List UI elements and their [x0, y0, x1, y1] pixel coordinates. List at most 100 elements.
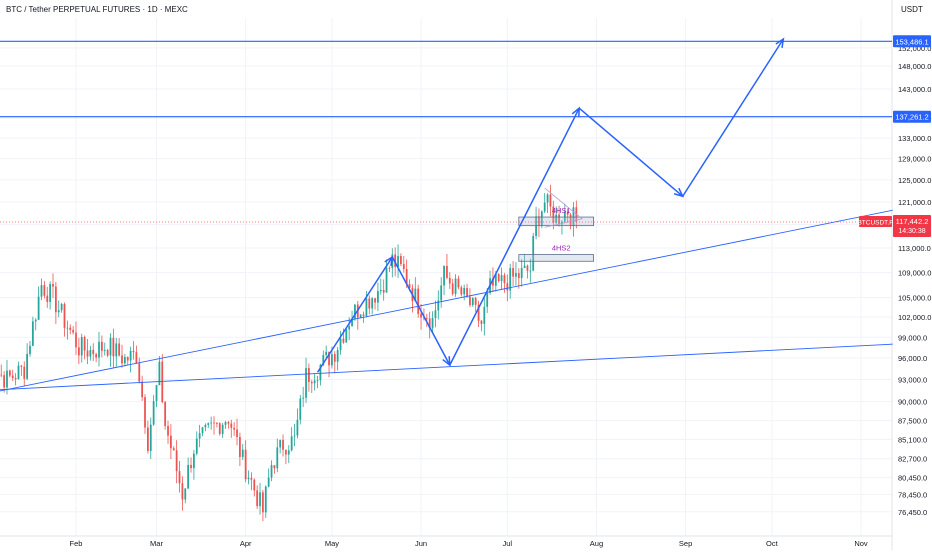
countdown-label: 14:30:38 [898, 228, 925, 235]
drawings: 4HS1 4HS2 [0, 37, 893, 392]
candle-body [543, 202, 546, 212]
candle-body [440, 285, 443, 301]
support-zone [518, 254, 594, 262]
candle-body [538, 216, 540, 226]
candle-body [178, 471, 181, 484]
candle-body [184, 488, 187, 500]
candle-body [259, 492, 261, 507]
candle-body [164, 402, 167, 426]
candle-body [135, 352, 138, 364]
grid [0, 18, 892, 536]
price-tick-label: 96,000.0 [898, 354, 927, 363]
candle-body [287, 450, 290, 455]
candle-body [569, 214, 572, 226]
level-price-label: 137,261.2 [895, 113, 928, 122]
candle-body [60, 303, 63, 311]
candle-body [566, 211, 569, 215]
candles [0, 184, 578, 522]
candle-body [221, 424, 224, 434]
candle-body [345, 329, 348, 343]
candle-body [75, 332, 77, 348]
candle-body [239, 437, 241, 457]
candle-body [201, 427, 204, 434]
candle-body [446, 265, 448, 278]
candle-body [236, 429, 238, 438]
time-tick-label: Nov [854, 539, 868, 548]
candle-body [149, 424, 152, 451]
candle-body [123, 357, 126, 364]
candle-body [198, 433, 201, 439]
candle-body [310, 381, 313, 384]
price-axis: 152,000.0148,000.0143,000.0137,000.0133,… [891, 0, 931, 550]
candle-body [256, 490, 259, 507]
candle-body [506, 283, 509, 291]
candle-body [359, 314, 362, 318]
time-tick-label: Sep [679, 539, 692, 548]
candle-body [460, 287, 463, 295]
candle-body [83, 337, 86, 351]
candle-body [52, 284, 54, 287]
candle-body [509, 268, 512, 291]
candle-body [103, 349, 106, 351]
candle-body [339, 338, 342, 350]
price-axis-unit: USDT [901, 5, 923, 14]
candle-body [29, 345, 31, 354]
candle-body [420, 313, 422, 318]
time-tick-label: Apr [240, 539, 252, 548]
candle-body [552, 206, 555, 223]
projection-path [316, 38, 784, 373]
price-tick-label: 87,500.0 [898, 417, 927, 426]
price-tick-label: 152,000.0 [898, 44, 931, 53]
candle-body [540, 211, 543, 226]
candle-body [77, 347, 80, 356]
candle-body [477, 304, 480, 321]
candle-body [443, 265, 445, 286]
zone-label: 4HS2 [552, 244, 571, 253]
trendline [0, 343, 893, 391]
candle-body [100, 341, 103, 351]
candle-body [512, 268, 514, 277]
candle-body [112, 337, 115, 357]
candle-body [371, 298, 374, 309]
price-tick-label: 90,000.0 [898, 398, 927, 407]
candle-body [282, 439, 284, 450]
candle-body [227, 422, 230, 424]
candle-body [241, 449, 244, 457]
candle-body [480, 320, 483, 324]
candle-body [431, 318, 434, 329]
candle-body [279, 439, 282, 448]
candle-body [494, 273, 497, 286]
candle-body [210, 422, 213, 424]
candle-body [3, 375, 6, 388]
candle-body [328, 351, 330, 366]
candle-body [40, 285, 43, 297]
candle-body [313, 380, 316, 384]
candle-body [379, 290, 382, 292]
candle-body [132, 350, 135, 353]
candle-body [8, 370, 11, 376]
candle-body [397, 256, 399, 267]
candle-body [400, 256, 402, 265]
candle-body [417, 288, 420, 314]
candle-body [158, 361, 161, 386]
candle-body [250, 477, 253, 480]
candle-body [471, 297, 474, 306]
candle-body [247, 477, 250, 480]
candle-body [492, 278, 494, 286]
candle-body [405, 269, 408, 285]
candle-body [72, 329, 75, 333]
candle-body [14, 377, 17, 380]
price-tick-label: 93,000.0 [898, 375, 927, 384]
candle-body [546, 194, 549, 203]
candle-body [34, 319, 37, 322]
candle-body [451, 283, 454, 294]
candle-body [474, 297, 477, 305]
candle-body [448, 277, 451, 284]
time-tick-label: Mar [150, 539, 163, 548]
candle-body [115, 343, 118, 357]
candle-body [549, 194, 552, 207]
candle-body [181, 483, 184, 500]
price-tick-label: 121,000.0 [898, 198, 931, 207]
